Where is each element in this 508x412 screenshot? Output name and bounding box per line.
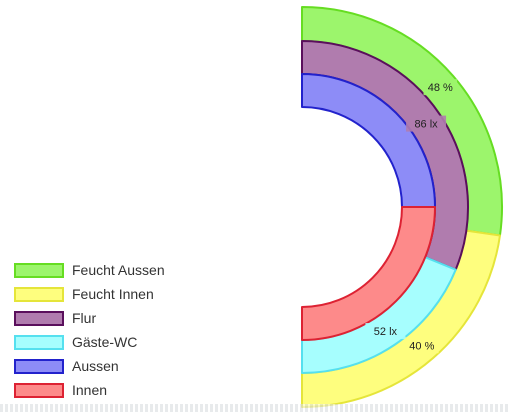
legend-label: Feucht Innen — [72, 286, 154, 302]
legend-item-gaeste-wc[interactable]: Gäste-WC — [14, 332, 165, 352]
legend-label: Gäste-WC — [72, 334, 138, 350]
legend-swatch — [14, 358, 64, 374]
legend-label: Feucht Aussen — [72, 262, 165, 278]
data-label-bg-flur — [406, 115, 447, 132]
chart-legend: Feucht Aussen Feucht Innen Flur Gäste-WC Aus… — [14, 260, 165, 400]
slice-innen[interactable] — [301, 206, 436, 341]
data-label-bg-feucht-aussen — [423, 79, 458, 96]
data-label-feucht-innen: 40 % — [405, 337, 439, 354]
legend-swatch — [14, 382, 64, 398]
data-label-flur: 86 lx — [406, 115, 447, 132]
legend-swatch — [14, 310, 64, 326]
legend-item-innen[interactable]: Innen — [14, 380, 165, 400]
data-label-bg-feucht-innen — [405, 337, 439, 354]
data-label-bg-gaeste-wc — [365, 323, 406, 340]
data-label-feucht-aussen: 48 % — [423, 79, 458, 96]
legend-swatch — [14, 262, 64, 278]
data-label-gaeste-wc: 52 lx — [365, 323, 406, 340]
legend-swatch — [14, 286, 64, 302]
scrollbar-strip — [0, 404, 508, 412]
data-label-text-gaeste-wc: 52 lx — [374, 326, 398, 338]
legend-label: Innen — [72, 382, 108, 398]
legend-label: Aussen — [72, 358, 119, 374]
data-label-text-feucht-innen: 40 % — [409, 340, 434, 352]
data-label-text-feucht-aussen: 48 % — [428, 82, 453, 94]
legend-item-feucht-aussen[interactable]: Feucht Aussen — [14, 260, 165, 280]
legend-label: Flur — [72, 310, 97, 326]
legend-swatch — [14, 334, 64, 350]
data-label-text-flur: 86 lx — [414, 119, 438, 131]
legend-item-aussen[interactable]: Aussen — [14, 356, 165, 376]
legend-item-flur[interactable]: Flur — [14, 308, 165, 328]
legend-item-feucht-innen[interactable]: Feucht Innen — [14, 284, 165, 304]
